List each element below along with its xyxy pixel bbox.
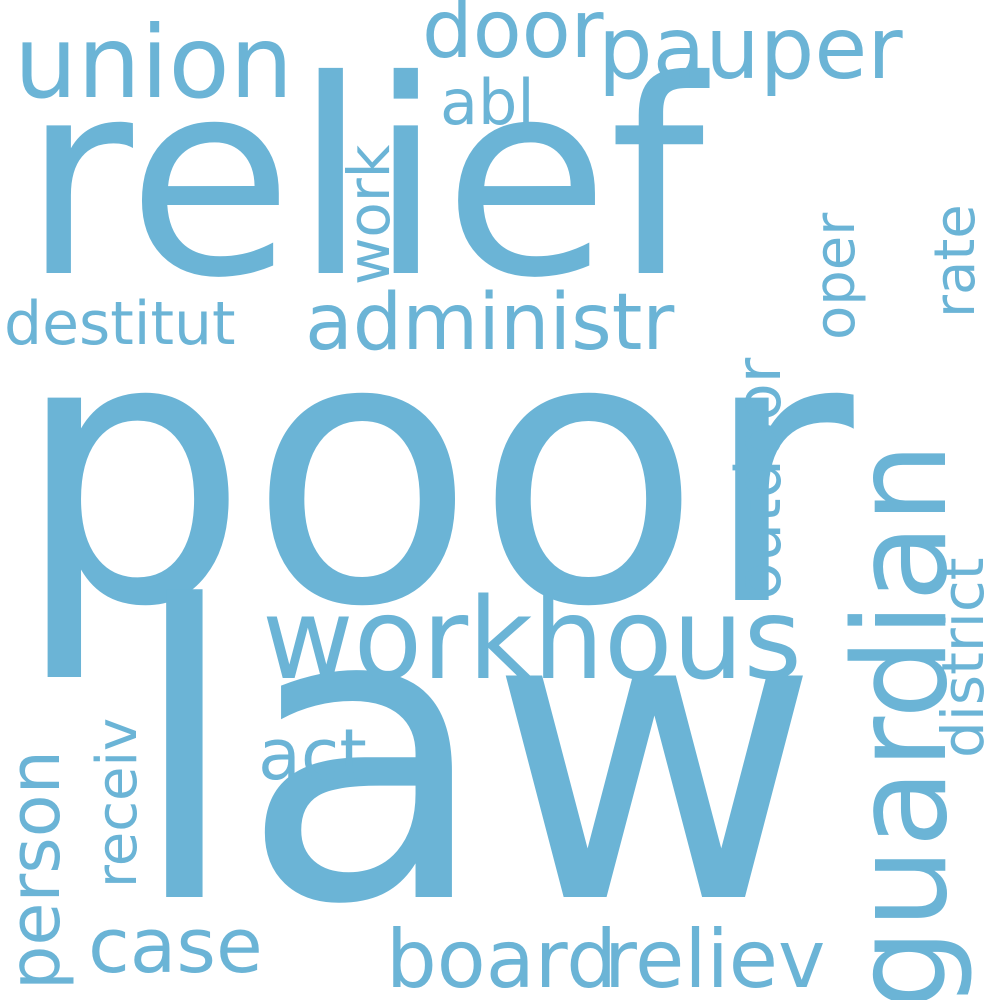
word-outdoor: outdoor <box>722 357 795 600</box>
word-act: act <box>258 714 367 796</box>
word-person: person <box>0 750 76 990</box>
word-pauper: pauper <box>598 0 903 99</box>
word-board: board <box>386 913 618 1000</box>
word-union: union <box>14 4 294 121</box>
word-rate: rate <box>923 204 988 318</box>
word-receiv: receiv <box>85 717 150 888</box>
word-door: door <box>422 0 604 76</box>
word-destitut: destitut <box>4 289 236 359</box>
word-work: work <box>335 144 403 285</box>
word-district: district <box>929 557 997 758</box>
word-administr: administr <box>305 278 675 368</box>
word-case: case <box>88 901 263 990</box>
word-reliev: reliev <box>604 913 826 1000</box>
word-abl: abl <box>440 66 535 139</box>
word-workhous: workhous <box>262 575 802 705</box>
word-relief: relief <box>22 22 705 337</box>
word-poor: poor <box>14 258 854 688</box>
word-oper: oper <box>803 212 868 340</box>
word-law: law <box>128 521 820 993</box>
